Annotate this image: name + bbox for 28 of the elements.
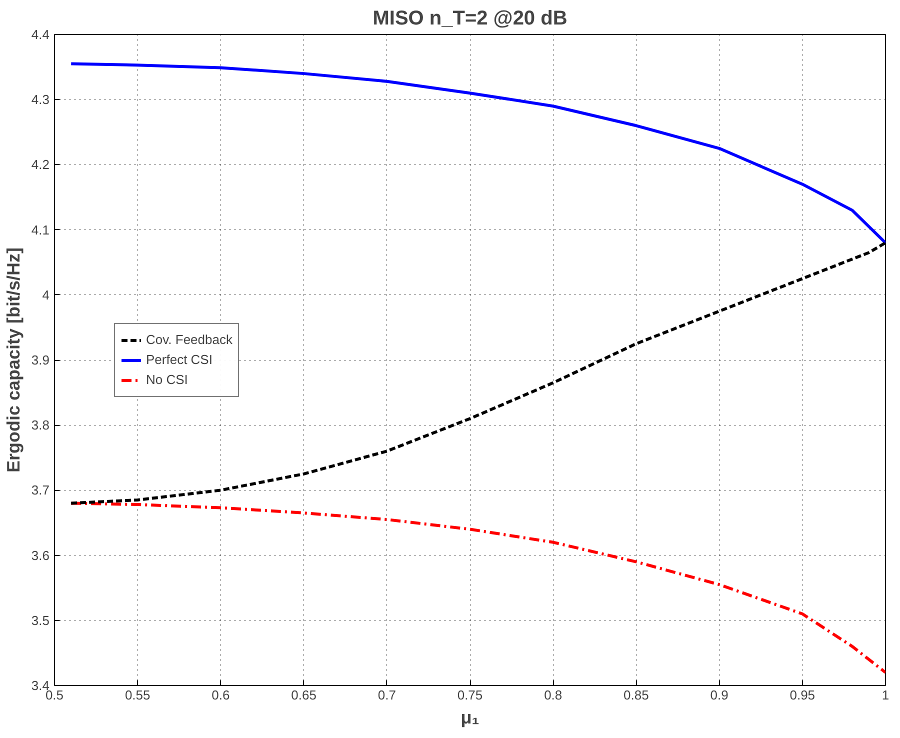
y-tick-label: 4.3 xyxy=(31,92,50,108)
legend-label: No CSI xyxy=(146,372,188,387)
y-tick-label: 4.1 xyxy=(31,222,50,238)
x-tick-label: 0.55 xyxy=(124,688,150,702)
x-tick-label: 0.85 xyxy=(624,688,649,702)
y-tick-label: 3.7 xyxy=(31,482,50,498)
x-tick-label: 0.65 xyxy=(291,688,316,702)
line-series xyxy=(70,62,886,244)
legend-label: Cov. Feedback xyxy=(146,332,232,347)
x-tick-label: 0.9 xyxy=(710,688,728,702)
y-tick-label: 3.5 xyxy=(31,612,50,628)
x-tick-label: 0.8 xyxy=(544,688,562,702)
y-tick-label: 4 xyxy=(42,287,50,302)
x-tick-label: 0.75 xyxy=(457,688,483,702)
y-tick-label: 4.2 xyxy=(31,157,50,172)
x-axis-title: μ₁ xyxy=(460,708,480,728)
legend-label: Perfect CSI xyxy=(146,352,212,367)
y-tick-label: 3.9 xyxy=(31,352,50,368)
y-axis-title: Ergodic capacity [bit/s/Hz] xyxy=(3,247,24,473)
y-tick-label: 3.8 xyxy=(31,418,50,433)
y-tick-label: 3.6 xyxy=(31,548,50,563)
x-tick-label: 0.7 xyxy=(378,688,396,702)
x-tick-label: 0.95 xyxy=(790,688,816,702)
y-tick-label: 4.4 xyxy=(31,27,50,42)
line-series xyxy=(70,502,886,674)
x-tick-label: 1 xyxy=(882,688,890,702)
x-tick-label: 0.6 xyxy=(212,688,230,702)
chart-title: MISO n_T=2 @20 dB xyxy=(372,8,568,30)
